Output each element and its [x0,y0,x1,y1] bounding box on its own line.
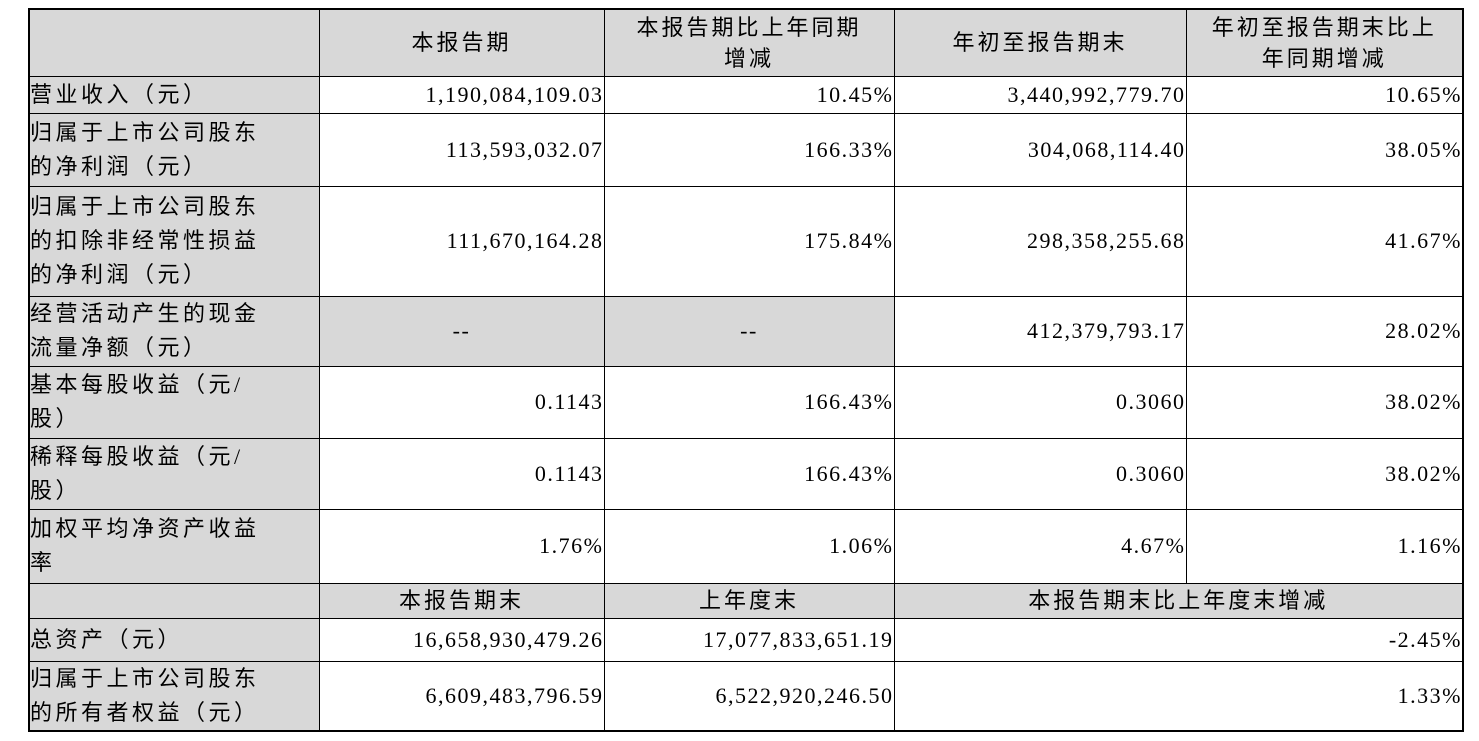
header-cell-yoy-change: 本报告期比上年同期 增减 [603,8,895,77]
subheader-cell-end-of-period: 本报告期末 [318,582,605,619]
row-label: 基本每股收益（元/ 股） [28,365,320,439]
row-label: 归属于上市公司股东 的净利润（元） [28,112,320,187]
cell-current-period: 1.76% [318,508,605,584]
cell-ytd-yoy-change: 1.16% [1185,508,1464,584]
subheader-cell-end-of-prior-year: 上年度末 [603,582,895,619]
cell-ytd-yoy-change: 38.02% [1185,437,1464,510]
row-label: 营业收入（元） [28,75,320,114]
cell-yoy-change: 1.06% [603,508,895,584]
header-row: 本报告期 本报告期比上年同期 增减 年初至报告期末 年初至报告期末比上 年同期增… [28,8,1464,77]
cell-current-period: 0.1143 [318,437,605,510]
cell-current-period: -- [318,295,605,367]
cell-change: 1.33% [893,660,1464,731]
cell-ytd-yoy-change: 38.05% [1185,112,1464,187]
cell-yoy-change: 166.43% [603,365,895,439]
cell-ytd: 3,440,992,779.70 [893,75,1187,114]
cell-ytd: 0.3060 [893,437,1187,510]
table-row-weighted-avg-roe: 加权平均净资产收益 率 1.76% 1.06% 4.67% 1.16% [28,508,1464,584]
row-label: 加权平均净资产收益 率 [28,508,320,584]
header-cell-current-period: 本报告期 [318,8,605,77]
table-row-revenue: 营业收入（元） 1,190,084,109.03 10.45% 3,440,99… [28,75,1464,114]
cell-end-of-period: 16,658,930,479.26 [318,617,605,662]
cell-yoy-change: 166.33% [603,112,895,187]
table-row-diluted-eps: 稀释每股收益（元/ 股） 0.1143 166.43% 0.3060 38.02… [28,437,1464,510]
subheader-cell-period-vs-prior-year-change: 本报告期末比上年度末增减 [893,582,1464,619]
cell-change: -2.45% [893,617,1464,662]
row-label: 归属于上市公司股东 的扣除非经常性损益 的净利润（元） [28,185,320,297]
cell-ytd: 298,358,255.68 [893,185,1187,297]
table-row-total-assets: 总资产（元） 16,658,930,479.26 17,077,833,651.… [28,617,1464,662]
cell-end-of-prior-year: 17,077,833,651.19 [603,617,895,662]
cell-yoy-change: 166.43% [603,437,895,510]
cell-yoy-change: -- [603,295,895,367]
cell-ytd: 304,068,114.40 [893,112,1187,187]
cell-ytd-yoy-change: 38.02% [1185,365,1464,439]
cell-ytd-yoy-change: 28.02% [1185,295,1464,367]
table-row-net-profit: 归属于上市公司股东 的净利润（元） 113,593,032.07 166.33%… [28,112,1464,187]
header-cell-ytd: 年初至报告期末 [893,8,1187,77]
cell-ytd-yoy-change: 41.67% [1185,185,1464,297]
row-label: 总资产（元） [28,617,320,662]
row-label: 归属于上市公司股东 的所有者权益（元） [28,660,320,731]
cell-end-of-prior-year: 6,522,920,246.50 [603,660,895,731]
row-label: 稀释每股收益（元/ 股） [28,437,320,510]
financial-summary-table: 本报告期 本报告期比上年同期 增减 年初至报告期末 年初至报告期末比上 年同期增… [28,8,1464,732]
table-row-operating-cash-flow: 经营活动产生的现金 流量净额（元） -- -- 412,379,793.17 2… [28,295,1464,367]
header-cell-ytd-yoy-change: 年初至报告期末比上 年同期增减 [1185,8,1464,77]
cell-end-of-period: 6,609,483,796.59 [318,660,605,731]
cell-current-period: 0.1143 [318,365,605,439]
cell-current-period: 1,190,084,109.03 [318,75,605,114]
row-label: 经营活动产生的现金 流量净额（元） [28,295,320,367]
table-row-net-profit-excl-nonrecurring: 归属于上市公司股东 的扣除非经常性损益 的净利润（元） 111,670,164.… [28,185,1464,297]
header-cell-empty [28,8,320,77]
cell-ytd: 0.3060 [893,365,1187,439]
subheader-row: 本报告期末 上年度末 本报告期末比上年度末增减 [28,582,1464,619]
cell-ytd-yoy-change: 10.65% [1185,75,1464,114]
cell-yoy-change: 10.45% [603,75,895,114]
cell-current-period: 113,593,032.07 [318,112,605,187]
financial-summary-section: 本报告期 本报告期比上年同期 增减 年初至报告期末 年初至报告期末比上 年同期增… [28,8,1464,732]
subheader-cell-empty [28,582,320,619]
cell-current-period: 111,670,164.28 [318,185,605,297]
table-row-basic-eps: 基本每股收益（元/ 股） 0.1143 166.43% 0.3060 38.02… [28,365,1464,439]
cell-ytd: 412,379,793.17 [893,295,1187,367]
cell-ytd: 4.67% [893,508,1187,584]
table-row-equity-attributable-to-shareholders: 归属于上市公司股东 的所有者权益（元） 6,609,483,796.59 6,5… [28,660,1464,731]
cell-yoy-change: 175.84% [603,185,895,297]
